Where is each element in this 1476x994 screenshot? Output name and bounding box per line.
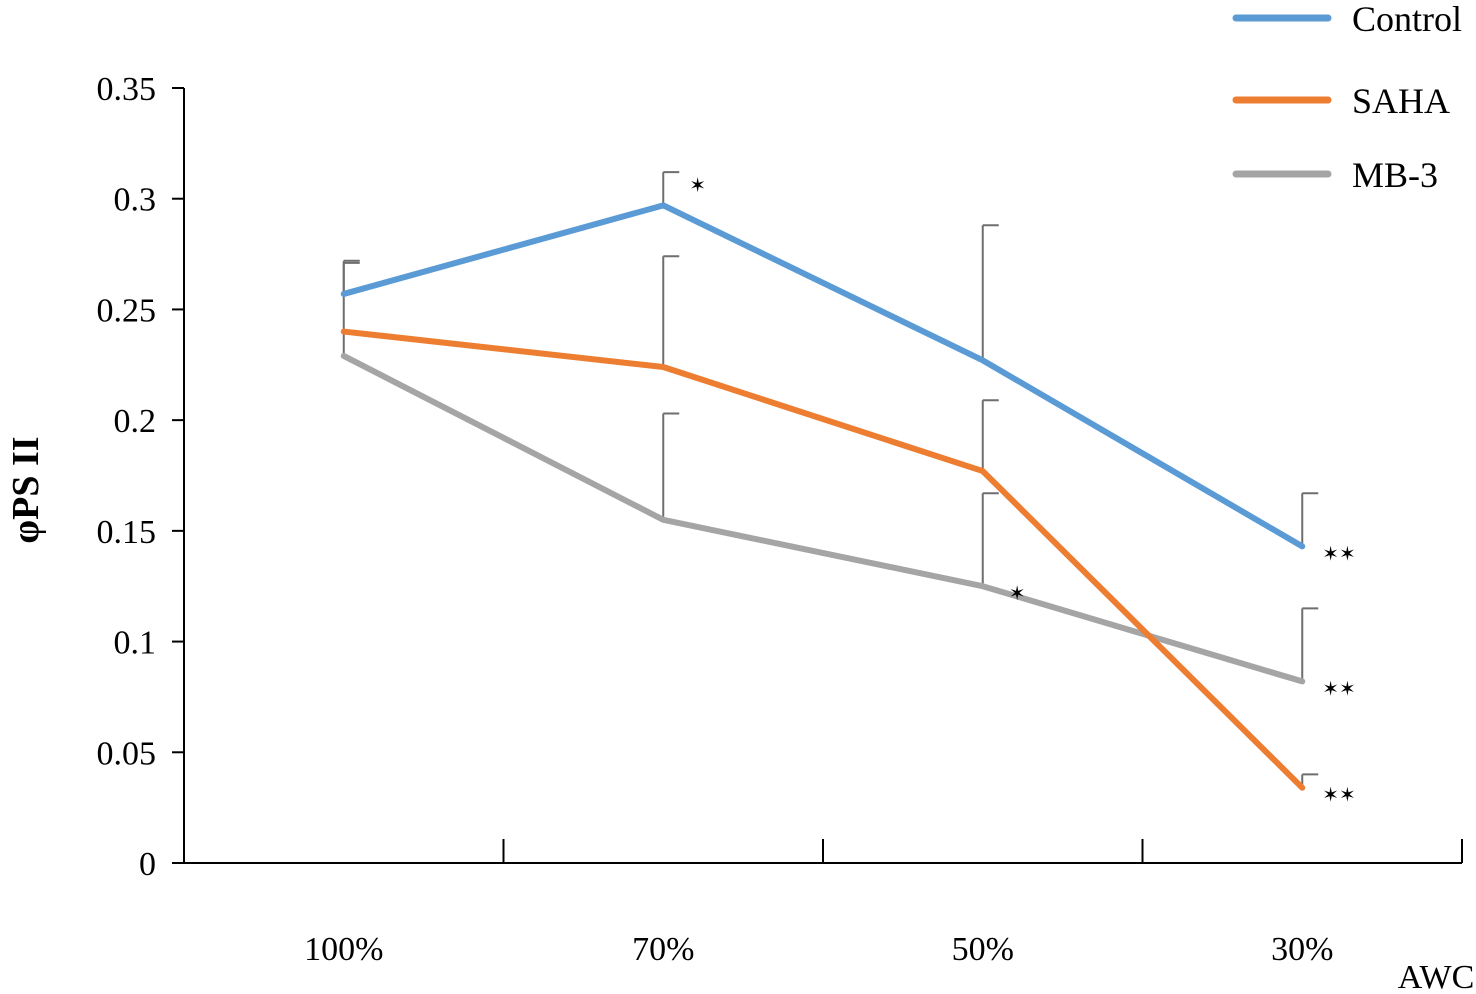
y-tick-label: 0.1: [114, 625, 157, 662]
y-axis: 0 0.05 0.1 0.15 0.2 0.25 0.3 0.35: [97, 71, 185, 883]
x-tick-label: 50%: [952, 931, 1014, 968]
legend-label: Control: [1352, 0, 1462, 39]
significance-markers: ✶✶✶✶✶✶✶✶: [689, 173, 1356, 807]
significance-marker: ✶: [689, 173, 706, 197]
x-tick-label: 100%: [304, 931, 383, 968]
series-line-control: [340, 202, 1306, 550]
series-line-saha: [340, 328, 1306, 791]
significance-marker: ✶: [1009, 581, 1026, 605]
legend-label: MB-3: [1352, 155, 1438, 195]
y-tick-label: 0: [139, 846, 156, 883]
error-bars: [342, 171, 1319, 788]
x-axis-title: AWC: [1398, 959, 1475, 994]
y-tick-label: 0.3: [114, 182, 157, 219]
significance-marker: ✶✶: [1322, 783, 1356, 807]
significance-marker: ✶✶: [1322, 541, 1356, 565]
y-tick-label: 0.2: [114, 403, 157, 440]
y-tick-label: 0.25: [97, 292, 157, 329]
legend-label: SAHA: [1352, 81, 1450, 121]
y-tick-label: 0.35: [97, 71, 157, 108]
series-lines: [340, 202, 1306, 791]
x-axis: 100% 70% 50% 30%: [184, 839, 1463, 968]
y-tick-label: 0.05: [97, 735, 157, 772]
y-axis-title: φPS II: [5, 436, 47, 543]
x-tick-label: 30%: [1271, 931, 1333, 968]
significance-marker: ✶✶: [1322, 676, 1356, 700]
legend: Control SAHA MB-3: [1232, 0, 1462, 195]
series-line-mb-3: [340, 352, 1306, 685]
y-tick-label: 0.15: [97, 514, 157, 551]
x-tick-label: 70%: [632, 931, 694, 968]
